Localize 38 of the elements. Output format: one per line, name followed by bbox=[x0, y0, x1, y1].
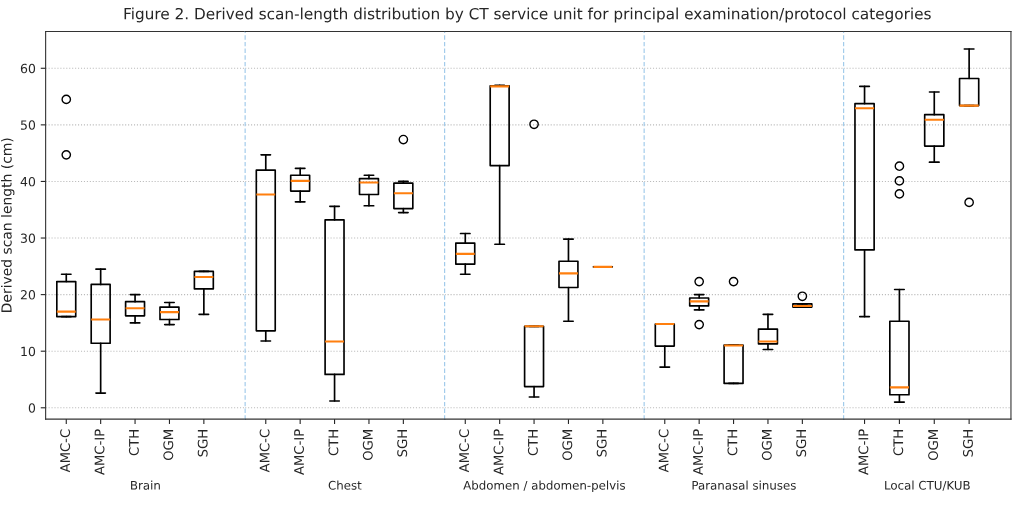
y-tick-label: 50 bbox=[20, 120, 36, 130]
x-tick-label: SGH bbox=[197, 430, 208, 457]
y-axis-title: Derived scan length (cm) bbox=[1, 138, 15, 312]
x-tick-label: AMC-C bbox=[259, 429, 270, 473]
x-axis-title: Abdomen / abdomen-pelvis bbox=[463, 480, 626, 493]
x-tick-label: CTH bbox=[328, 430, 339, 456]
x-tick-label: SGH bbox=[596, 430, 607, 457]
x-tick-label: CTH bbox=[893, 430, 904, 456]
x-tick-label: OGM bbox=[562, 430, 573, 461]
x-tick-label: SGH bbox=[796, 430, 807, 457]
y-tick-label: 60 bbox=[20, 63, 36, 74]
x-tick-label: AMC-IP bbox=[693, 429, 703, 475]
x-tick-label: SGH bbox=[962, 430, 973, 457]
x-tick-label: OGM bbox=[761, 430, 772, 461]
x-tick-label: AMC-C bbox=[658, 429, 669, 473]
x-tick-label: CTH bbox=[527, 430, 538, 456]
y-tick-label: 40 bbox=[20, 176, 36, 187]
x-tick-label: OGM bbox=[163, 430, 174, 461]
x-tick-label: AMC-IP bbox=[294, 429, 304, 475]
y-tick-label: 0 bbox=[28, 403, 36, 413]
x-tick-label: AMC-C bbox=[60, 429, 71, 473]
x-tick-label: OGM bbox=[928, 430, 939, 461]
x-tick-label: SGH bbox=[397, 430, 408, 457]
x-tick-label: OGM bbox=[362, 430, 373, 461]
x-axis-title: Chest bbox=[328, 480, 362, 490]
x-tick-label: AMC-IP bbox=[858, 429, 869, 475]
y-tick-label: 20 bbox=[20, 290, 36, 300]
x-tick-label: AMC-IP bbox=[94, 429, 105, 475]
text: Figure 2. Derived scan-length distribution by CT service unit for principal examination/protocol categories bbox=[124, 7, 931, 23]
y-tick-label: 10 bbox=[21, 346, 36, 357]
x-axis-title: Local CTU/KUB bbox=[885, 480, 970, 491]
x-tick-label: AMC-IP bbox=[493, 429, 504, 475]
x-tick-label: CTH bbox=[128, 430, 139, 456]
x-tick-label: CTH bbox=[727, 430, 738, 456]
x-axis-title: Paranasal sinuses bbox=[692, 480, 796, 490]
y-tick-label: 30 bbox=[20, 233, 36, 243]
x-tick-label: AMC-C bbox=[459, 429, 470, 473]
x-axis-title: Brain bbox=[131, 480, 160, 490]
